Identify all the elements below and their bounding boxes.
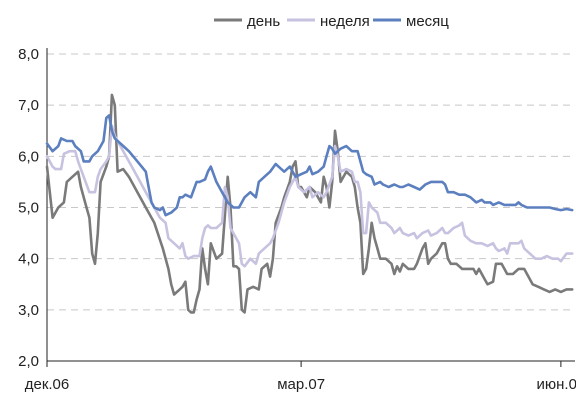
legend-label: неделя	[320, 13, 370, 30]
y-tick-label: 2,0	[18, 353, 39, 370]
y-tick-label: 8,0	[18, 46, 39, 63]
legend-label: месяц	[406, 13, 449, 30]
x-tick-label: дек.06	[25, 376, 70, 393]
gridlines	[47, 53, 575, 311]
y-axis: 2,0 3,0 4,0 5,0 6,0 7,0 8,0	[18, 46, 48, 370]
series-line-3	[45, 114, 574, 217]
x-tick-label: мар.07	[277, 376, 325, 393]
y-tick-label: 6,0	[18, 148, 39, 165]
series-line-2	[45, 124, 574, 268]
series-line-1	[45, 93, 574, 314]
x-tick-label: июн.07	[536, 376, 576, 393]
legend: день неделя месяц	[214, 13, 449, 30]
series-lines	[45, 93, 574, 314]
y-tick-label: 7,0	[18, 97, 39, 114]
legend-label: день	[247, 13, 280, 30]
x-axis: дек.06 мар.07 июн.07	[25, 360, 576, 393]
y-tick-label: 3,0	[18, 302, 39, 319]
y-tick-label: 4,0	[18, 251, 39, 268]
y-tick-label: 5,0	[18, 200, 39, 217]
